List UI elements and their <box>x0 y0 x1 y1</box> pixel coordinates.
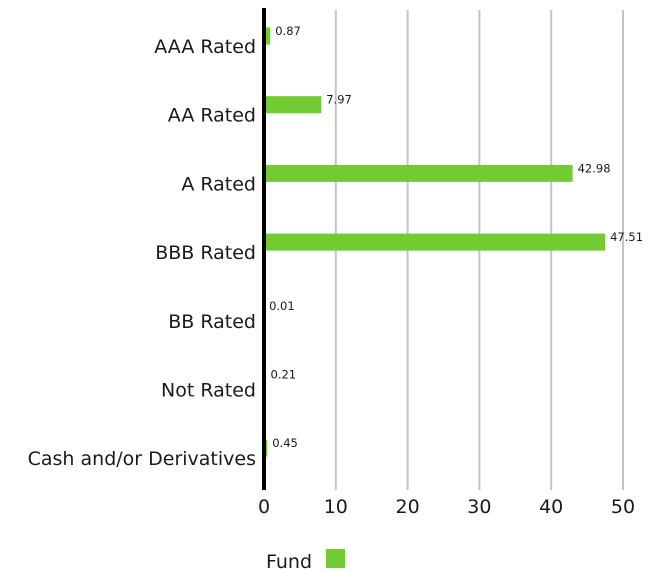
legend-swatch <box>326 549 345 568</box>
bar-3 <box>264 233 606 251</box>
data-label: 0.01 <box>269 299 295 313</box>
bars <box>264 27 606 457</box>
category-label: Not Rated <box>161 380 256 402</box>
data-label: 0.21 <box>271 368 297 382</box>
x-tick-label: 10 <box>324 496 348 518</box>
labels: 0 10 20 30 40 50 AAA Rated 0.87 AA Rated 7.97 A Ra… <box>28 24 643 518</box>
data-label: 47.51 <box>610 230 643 244</box>
bar-2 <box>264 164 573 182</box>
category-label: BB Rated <box>168 311 256 333</box>
legend: Fund <box>266 549 345 572</box>
bar-0 <box>264 27 271 45</box>
x-tick-label: 40 <box>539 496 563 518</box>
legend-label: Fund <box>266 551 312 572</box>
bar-1 <box>264 96 322 114</box>
x-tick-label: 20 <box>396 496 420 518</box>
data-label: 0.45 <box>272 436 298 450</box>
data-label: 7.97 <box>326 93 352 107</box>
x-tick-label: 30 <box>467 496 491 518</box>
category-label: Cash and/or Derivatives <box>28 448 256 470</box>
data-label: 42.98 <box>578 161 611 175</box>
x-tick-label: 50 <box>611 496 635 518</box>
category-label: A Rated <box>181 173 256 195</box>
category-label: BBB Rated <box>155 242 256 264</box>
x-tick-label: 0 <box>258 496 270 518</box>
data-label: 0.87 <box>275 24 301 38</box>
category-label: AAA Rated <box>154 36 256 58</box>
category-label: AA Rated <box>168 105 256 127</box>
